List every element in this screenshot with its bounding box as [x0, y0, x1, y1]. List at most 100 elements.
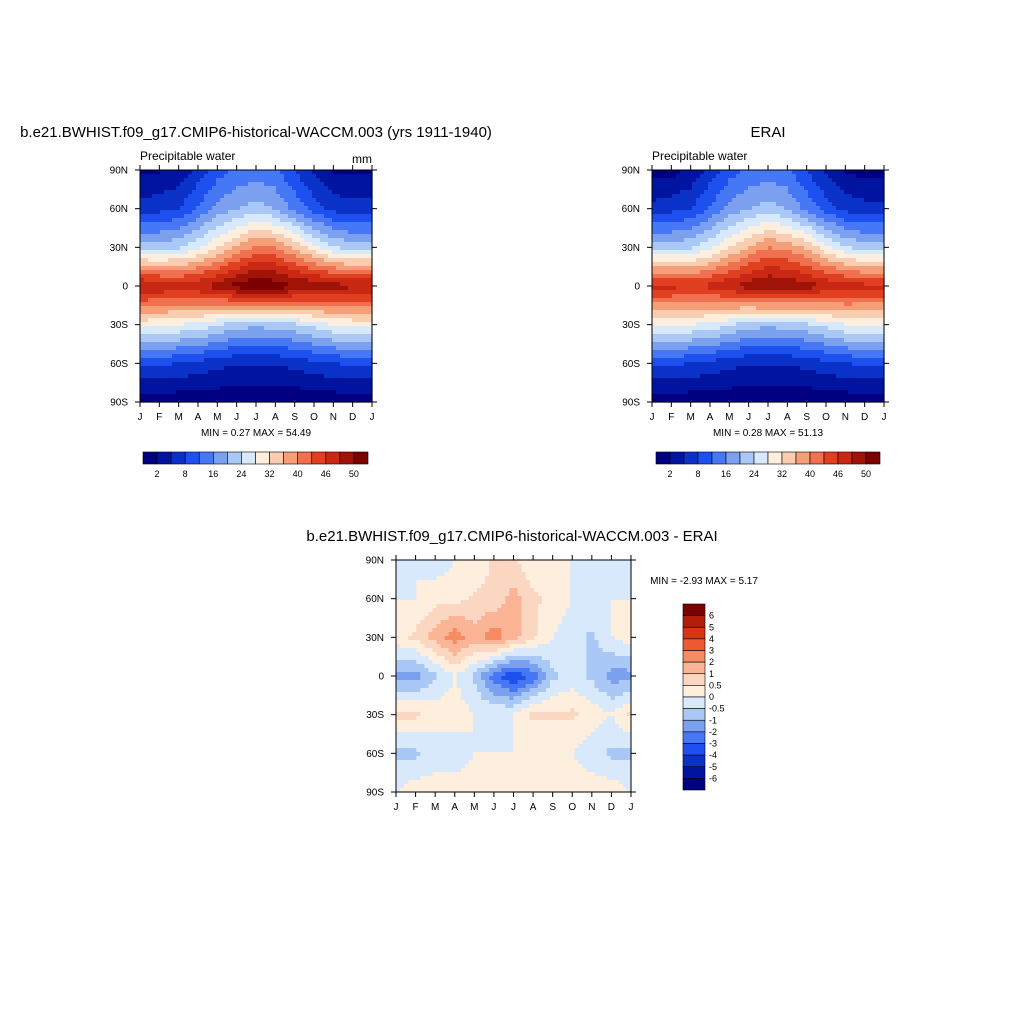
contour-cell [276, 286, 281, 291]
contour-cell [324, 214, 329, 219]
contour-cell [228, 226, 233, 231]
contour-cell [748, 214, 753, 219]
contour-cell [716, 230, 721, 235]
contour-cell [312, 350, 317, 355]
contour-cell [324, 194, 329, 199]
contour-cell [668, 174, 673, 179]
contour-cell [772, 214, 777, 219]
contour-cell [840, 186, 845, 191]
contour-cell [176, 278, 181, 283]
contour-cell [344, 190, 349, 195]
contour-cell [284, 326, 289, 331]
contour-cell [248, 354, 253, 359]
contour-cell [364, 374, 369, 379]
contour-cell [224, 210, 229, 215]
contour-cell [164, 262, 169, 267]
contour-cell [280, 370, 285, 375]
contour-cell [232, 366, 237, 371]
contour-cell [360, 310, 365, 315]
contour-cell [360, 286, 365, 291]
contour-cell [332, 194, 337, 199]
contour-cell [208, 282, 213, 287]
contour-cell [212, 230, 217, 235]
contour-cell [332, 334, 337, 339]
contour-cell [140, 278, 145, 283]
contour-cell [736, 266, 741, 271]
contour-cell [800, 238, 805, 243]
contour-cell [276, 362, 281, 367]
contour-cell [724, 222, 729, 227]
contour-cell [784, 190, 789, 195]
contour-cell [368, 178, 373, 183]
contour-cell [704, 234, 709, 239]
contour-cell [312, 358, 317, 363]
contour-cell [792, 258, 797, 263]
contour-cell [292, 186, 297, 191]
contour-cell [368, 242, 373, 247]
contour-cell [204, 374, 209, 379]
contour-cell [192, 374, 197, 379]
contour-cell [332, 378, 337, 383]
contour-cell [776, 250, 781, 255]
contour-cell [156, 294, 161, 299]
contour-cell [348, 390, 353, 395]
contour-cell [144, 250, 149, 255]
contour-cell [736, 210, 741, 215]
contour-cell [180, 394, 185, 399]
contour-cell [360, 314, 365, 319]
contour-cell [164, 278, 169, 283]
contour-cell [244, 254, 249, 259]
contour-cell [324, 298, 329, 303]
contour-cell [232, 186, 237, 191]
contour-cell [828, 170, 833, 175]
contour-cell [352, 174, 357, 179]
contour-cell [152, 366, 157, 371]
contour-cell [660, 262, 665, 267]
contour-cell [744, 270, 749, 275]
contour-cell [140, 198, 145, 203]
contour-cell [772, 210, 777, 215]
contour-cell [692, 258, 697, 263]
contour-cell [168, 226, 173, 231]
contour-cell [180, 234, 185, 239]
contour-cell [264, 242, 269, 247]
contour-cell [308, 326, 313, 331]
contour-cell [356, 322, 361, 327]
contour-cell [192, 178, 197, 183]
colorbar: 2 8 16 24 32 40 46 50 [142, 451, 369, 479]
contour-cell [184, 358, 189, 363]
contour-cell [216, 214, 221, 219]
contour-cell [332, 306, 337, 311]
contour-cell [180, 322, 185, 327]
contour-cell [240, 266, 245, 271]
contour-cell [824, 226, 829, 231]
contour-cell [760, 190, 765, 195]
contour-cell [364, 366, 369, 371]
contour-cell [144, 234, 149, 239]
contour-cell [320, 346, 325, 351]
contour-cell [140, 370, 145, 375]
contour-cell [696, 194, 701, 199]
contour-cell [144, 298, 149, 303]
contour-cell [736, 202, 741, 207]
contour-cell [880, 214, 885, 219]
contour-cell [192, 378, 197, 383]
contour-cell [248, 318, 253, 323]
contour-cell [312, 334, 317, 339]
contour-cell [660, 214, 665, 219]
contour-cell [268, 258, 273, 263]
contour-cell [308, 278, 313, 283]
contour-cell [856, 218, 861, 223]
contour-cell [660, 206, 665, 211]
contour-cell [160, 214, 165, 219]
contour-cell [352, 390, 357, 395]
contour-cell [348, 194, 353, 199]
contour-cell [304, 382, 309, 387]
contour-cell [664, 238, 669, 243]
contour-cell [856, 190, 861, 195]
contour-cell [868, 174, 873, 179]
contour-cell [264, 294, 269, 299]
contour-cell [676, 262, 681, 267]
contour-cell [296, 318, 301, 323]
contour-cell [300, 274, 305, 279]
